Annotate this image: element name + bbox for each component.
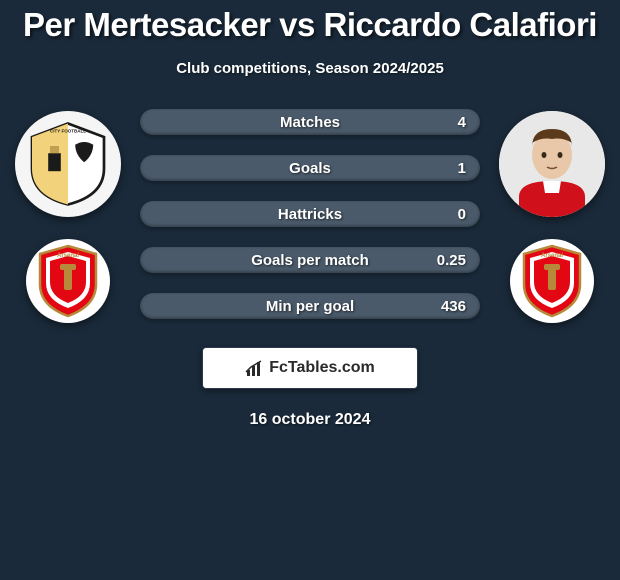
arsenal-badge-icon: Arsenal <box>36 244 100 318</box>
stat-label: Hattricks <box>278 206 342 223</box>
comparison-card: Per Mertesacker vs Riccardo Calafiori Cl… <box>0 0 620 580</box>
date-line: 16 october 2024 <box>0 411 620 429</box>
svg-text:Arsenal: Arsenal <box>541 253 563 259</box>
stat-label: Min per goal <box>266 298 354 315</box>
left-column: CITY FOOTBALL Arsenal <box>8 107 128 323</box>
player-left-club-badge: Arsenal <box>26 239 110 323</box>
stat-row-matches: Matches 4 <box>140 109 480 135</box>
page-title: Per Mertesacker vs Riccardo Calafiori <box>0 6 620 44</box>
stat-row-goals: Goals 1 <box>140 155 480 181</box>
arsenal-badge-icon: Arsenal <box>520 244 584 318</box>
svg-text:CITY FOOTBALL: CITY FOOTBALL <box>50 129 86 134</box>
brand-text: FcTables.com <box>269 359 375 377</box>
subtitle: Club competitions, Season 2024/2025 <box>0 60 620 77</box>
stat-right-value: 4 <box>458 114 466 131</box>
player-right-avatar <box>499 111 605 217</box>
right-column: Arsenal <box>492 107 612 323</box>
stat-right-value: 0 <box>458 206 466 223</box>
stat-row-goals-per-match: Goals per match 0.25 <box>140 247 480 273</box>
stat-row-min-per-goal: Min per goal 436 <box>140 293 480 319</box>
player-portrait-icon <box>499 111 605 217</box>
content-row: CITY FOOTBALL Arsenal Matches 4 <box>0 107 620 323</box>
stat-label: Goals <box>289 160 331 177</box>
stat-row-hattricks: Hattricks 0 <box>140 201 480 227</box>
brand-badge: FcTables.com <box>202 347 418 389</box>
bar-chart-icon <box>245 358 265 378</box>
stat-label: Matches <box>280 114 340 131</box>
stat-label: Goals per match <box>251 252 369 269</box>
stat-right-value: 1 <box>458 160 466 177</box>
generic-club-badge-icon: CITY FOOTBALL <box>23 119 113 209</box>
player-right-club-badge: Arsenal <box>510 239 594 323</box>
stat-right-value: 0.25 <box>437 252 466 269</box>
svg-text:Arsenal: Arsenal <box>57 253 79 259</box>
player-left-avatar: CITY FOOTBALL <box>15 111 121 217</box>
stat-right-value: 436 <box>441 298 466 315</box>
stats-column: Matches 4 Goals 1 Hattricks 0 Goals per … <box>128 107 492 319</box>
